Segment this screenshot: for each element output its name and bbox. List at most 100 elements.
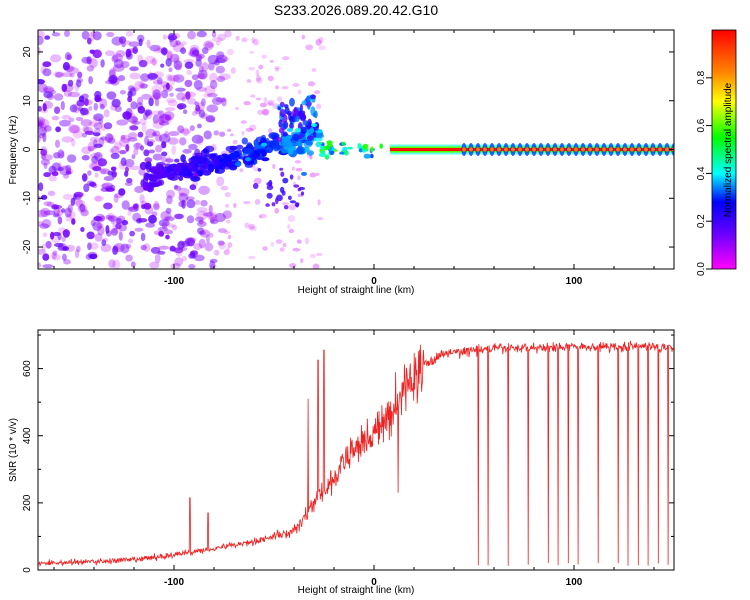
noise-blob	[152, 92, 162, 100]
noise-blob	[154, 97, 160, 107]
colorbar-tick-label: 0.0	[696, 262, 707, 276]
noise-blob	[315, 252, 323, 257]
noise-blob	[174, 64, 182, 71]
scintillation-blob	[296, 140, 302, 146]
noise-blob	[223, 249, 230, 255]
noise-blob	[288, 204, 296, 211]
noise-blob	[111, 55, 119, 63]
noise-blob	[53, 152, 61, 159]
noise-blob	[65, 164, 72, 172]
carrier-pulse	[483, 147, 487, 152]
noise-blob	[80, 119, 93, 127]
noise-blob-strong	[158, 230, 165, 237]
carrier-transition-blob	[370, 146, 374, 152]
spectrogram-xtick-label: 0	[371, 276, 377, 287]
noise-blob	[38, 195, 41, 203]
noise-blob	[249, 226, 257, 231]
carrier-pulse	[525, 147, 529, 152]
noise-blob	[92, 221, 102, 231]
noise-blob	[251, 37, 255, 44]
noise-blob-strong	[129, 66, 139, 72]
snr-y-label: SNR (10 * v/v)	[8, 418, 19, 482]
noise-blob	[219, 131, 226, 137]
noise-blob	[141, 93, 152, 100]
noise-blob	[102, 138, 111, 143]
noise-blob	[159, 121, 170, 126]
noise-blob	[158, 219, 170, 227]
noise-blob	[141, 122, 147, 132]
noise-blob	[202, 212, 214, 217]
noise-blob-strong	[111, 98, 121, 108]
carrier-pulse	[511, 147, 515, 152]
noise-blob	[233, 202, 237, 208]
noise-blob-strong	[84, 98, 89, 107]
noise-blob-strong	[86, 56, 92, 65]
carrier-transition-blob	[339, 151, 346, 155]
noise-blob	[129, 72, 141, 80]
noise-blob	[60, 150, 65, 159]
noise-blob	[152, 120, 165, 129]
noise-blob	[115, 50, 126, 58]
noise-blob	[318, 45, 327, 51]
noise-blob	[41, 219, 52, 228]
noise-blob-strong	[54, 106, 61, 114]
noise-blob-strong	[67, 79, 74, 87]
noise-blob-strong	[121, 219, 129, 226]
noise-blob-strong	[71, 218, 76, 225]
noise-blob-strong	[147, 73, 158, 81]
noise-blob	[107, 212, 115, 222]
colorbar-tick-label: 0.6	[696, 118, 707, 132]
noise-blob	[113, 194, 119, 203]
scintillation-arm	[278, 119, 283, 128]
noise-blob	[282, 56, 290, 61]
noise-blob	[173, 184, 179, 189]
scintillation-blob	[151, 183, 161, 187]
noise-blob	[226, 246, 230, 251]
noise-blob	[142, 243, 151, 252]
noise-blob	[140, 73, 150, 82]
noise-blob	[218, 73, 231, 80]
colorbar-gradient	[711, 29, 737, 270]
noise-blob-strong	[101, 239, 107, 247]
noise-blob	[186, 69, 193, 76]
noise-blob	[44, 125, 52, 132]
noise-blob-strong	[189, 184, 197, 191]
noise-blob-strong	[185, 91, 191, 100]
noise-blob	[309, 253, 316, 259]
noise-blob	[105, 214, 113, 220]
scintillation-arm	[275, 137, 283, 142]
noise-blob	[94, 233, 103, 242]
noise-blob	[65, 213, 72, 222]
noise-blob	[205, 114, 216, 123]
carrier-transition-blob	[326, 140, 333, 146]
noise-blob	[186, 215, 195, 224]
noise-blob	[90, 219, 96, 227]
scintillation-blob	[306, 150, 314, 156]
noise-blob	[157, 227, 169, 232]
noise-blob	[191, 134, 204, 144]
noise-blob	[168, 67, 173, 73]
noise-blob	[168, 131, 180, 137]
noise-blob	[213, 60, 220, 66]
noise-blob	[275, 67, 280, 72]
noise-blob	[99, 168, 110, 175]
noise-blob	[61, 136, 74, 143]
noise-blob-strong	[108, 74, 118, 84]
noise-blob	[124, 159, 135, 168]
scintillation-arm	[279, 101, 285, 108]
scintillation-tail	[283, 205, 289, 210]
noise-blob	[174, 257, 184, 267]
scintillation-blob	[281, 147, 286, 154]
noise-blob-strong	[112, 245, 119, 255]
noise-blob	[255, 69, 260, 77]
noise-blob	[241, 131, 245, 136]
scintillation-blob	[202, 170, 212, 176]
scintillation-tail	[252, 183, 259, 189]
noise-blob	[158, 113, 170, 123]
noise-blob	[214, 212, 226, 223]
noise-blob	[127, 211, 132, 216]
scintillation-blob	[181, 164, 186, 171]
noise-blob	[305, 44, 314, 51]
noise-blob	[100, 183, 110, 189]
noise-blob	[134, 227, 144, 232]
